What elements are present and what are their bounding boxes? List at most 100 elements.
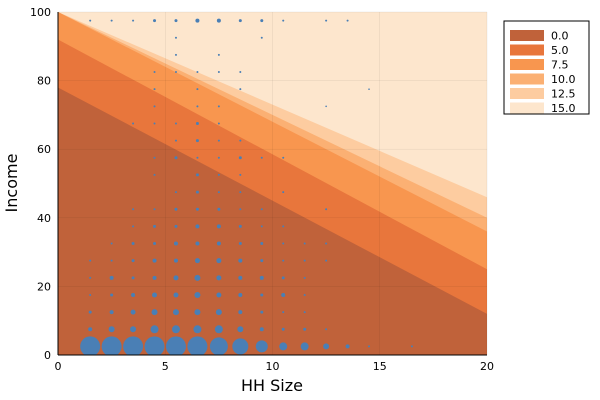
scatter-point <box>281 292 286 297</box>
scatter-point <box>368 88 370 90</box>
scatter-point <box>110 293 114 297</box>
contour-band-0 <box>58 87 487 355</box>
scatter-point <box>131 292 136 297</box>
scatter-point <box>260 19 264 23</box>
scatter-point <box>109 310 114 315</box>
legend-label: 7.5 <box>551 59 569 72</box>
scatter-point <box>196 71 199 74</box>
scatter-point <box>215 309 222 316</box>
scatter-point <box>239 208 242 211</box>
y-tick-label: 100 <box>30 6 51 19</box>
legend-swatch <box>510 59 544 70</box>
scatter-point <box>165 336 186 355</box>
legend-swatch <box>510 44 544 56</box>
scatter-point <box>237 326 244 333</box>
legend-label: 10.0 <box>551 73 576 86</box>
scatter-point <box>195 224 200 229</box>
legend-label: 0.0 <box>551 30 569 43</box>
scatter-point <box>171 325 180 334</box>
scatter-point <box>217 71 220 74</box>
scatter-point <box>153 224 157 228</box>
scatter-point <box>217 139 220 142</box>
scatter-point <box>88 327 93 332</box>
scatter-point <box>281 327 285 331</box>
scatter-point <box>282 311 285 314</box>
scatter-point <box>153 88 156 91</box>
scatter-point <box>150 325 159 334</box>
scatter-point <box>194 274 201 281</box>
scatter-point <box>217 122 220 125</box>
scatter-point <box>131 242 135 246</box>
scatter-point <box>238 156 242 160</box>
scatter-point <box>260 259 264 263</box>
scatter-point <box>195 241 200 246</box>
scatter-point <box>216 18 221 23</box>
scatter-point <box>209 337 228 355</box>
y-tick-label: 20 <box>37 280 51 293</box>
scatter-point <box>130 326 137 333</box>
scatter-point <box>368 345 371 348</box>
scatter-point <box>259 275 264 280</box>
scatter-point <box>239 71 242 74</box>
scatter-point <box>131 259 135 263</box>
scatter-point <box>173 241 178 246</box>
scatter-point <box>194 258 200 264</box>
scatter-point <box>325 105 327 108</box>
scatter-point <box>174 71 177 74</box>
legend-label: 15.0 <box>551 102 576 115</box>
scatter-point <box>345 344 350 349</box>
scatter-point <box>303 293 306 296</box>
y-tick-label: 0 <box>44 349 51 362</box>
scatter-point <box>238 242 242 246</box>
x-tick-label: 20 <box>480 360 494 373</box>
legend: 0.05.0 7.510.0 12.515.0 <box>503 20 590 115</box>
scatter-point <box>132 122 135 125</box>
scatter-point <box>216 224 221 229</box>
scatter-point <box>260 156 263 159</box>
scatter-point <box>196 105 199 108</box>
scatter-point <box>144 336 165 355</box>
scatter-point <box>216 292 222 298</box>
scatter-point <box>282 156 285 159</box>
scatter-point <box>194 309 201 316</box>
scatter-point <box>217 207 221 211</box>
scatter-point <box>232 338 249 355</box>
scatter-point <box>325 242 328 245</box>
scatter-point <box>216 258 222 264</box>
scatter-point <box>410 345 413 348</box>
scatter-point <box>173 292 179 298</box>
scatter-point <box>217 173 220 176</box>
scatter-point <box>110 242 113 245</box>
scatter-point <box>195 121 199 125</box>
scatter-point <box>303 242 306 245</box>
scatter-point <box>279 342 288 351</box>
scatter-point <box>303 327 307 331</box>
scatter-point <box>153 71 156 74</box>
scatter-point <box>173 275 179 281</box>
scatter-point <box>260 36 263 39</box>
scatter-point <box>193 325 202 334</box>
scatter-point <box>260 293 264 297</box>
scatter-point <box>80 336 101 355</box>
scatter-point <box>282 259 285 262</box>
scatter-point <box>346 19 349 22</box>
scatter-point <box>238 275 243 280</box>
scatter-point <box>187 336 208 355</box>
y-axis-title: Income <box>2 154 21 213</box>
scatter-point <box>153 105 156 108</box>
scatter-point <box>153 242 157 246</box>
legend-swatch <box>510 30 544 41</box>
scatter-point <box>239 191 242 194</box>
scatter-point <box>130 309 136 315</box>
scatter-points <box>80 18 413 355</box>
scatter-point <box>238 292 243 297</box>
scatter-point <box>174 191 177 194</box>
scatter-point <box>325 259 328 262</box>
y-tick-label: 60 <box>37 143 51 156</box>
scatter-point <box>239 139 242 142</box>
scatter-point <box>282 19 285 22</box>
scatter-point <box>239 88 242 91</box>
scatter-point <box>152 258 157 263</box>
scatter-point <box>239 173 242 176</box>
